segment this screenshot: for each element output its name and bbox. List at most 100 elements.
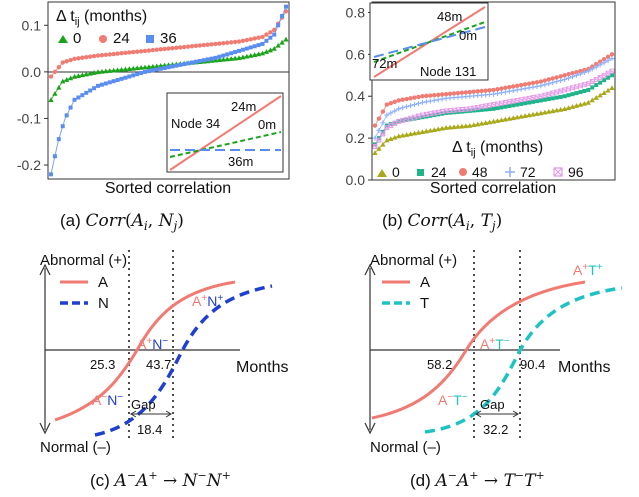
panel-c-value-2: 43.7 xyxy=(146,357,171,372)
data-point-24 xyxy=(248,37,253,42)
y-tick-label: 0.4 xyxy=(346,88,366,104)
data-point-36 xyxy=(123,75,128,80)
legend-b-marker-48 xyxy=(459,168,467,176)
panel-d-gap-arrowheads xyxy=(475,410,519,418)
data-point-96 xyxy=(605,70,611,76)
data-point-0 xyxy=(411,130,418,136)
data-point-48 xyxy=(467,89,472,95)
data-point-48 xyxy=(404,96,409,102)
data-point-96 xyxy=(392,121,398,126)
data-point-96 xyxy=(609,68,615,74)
data-point-24 xyxy=(99,52,105,58)
data-point-24 xyxy=(80,55,85,60)
data-point-72 xyxy=(593,64,599,70)
data-point-36 xyxy=(111,79,116,84)
data-point-0 xyxy=(255,51,262,57)
data-point-0 xyxy=(67,75,74,81)
panel-c-gap-arrowheads xyxy=(130,410,172,418)
data-point-48 xyxy=(562,73,567,78)
panel-b-frame xyxy=(371,1,616,181)
data-point-96 xyxy=(530,95,536,101)
panel-c-caption: (c) A−A+ → N−N+ xyxy=(90,469,231,491)
data-point-0 xyxy=(502,116,508,122)
data-point-0 xyxy=(522,113,528,118)
data-point-72 xyxy=(408,103,414,109)
data-point-0 xyxy=(435,126,441,132)
data-point-24 xyxy=(554,95,559,100)
data-point-72 xyxy=(522,86,528,92)
panel-d-mark-aptp: A+T+ xyxy=(573,262,603,278)
series-36 xyxy=(49,4,288,177)
data-point-24 xyxy=(499,105,504,110)
data-point-96 xyxy=(467,106,473,112)
data-point-24 xyxy=(68,57,73,63)
data-point-0 xyxy=(79,72,85,78)
data-point-0 xyxy=(388,136,394,142)
data-point-24 xyxy=(217,41,222,46)
data-point-0 xyxy=(87,70,93,76)
panel-c-legend-a: A xyxy=(98,274,108,291)
inset-a-line-0 xyxy=(169,131,282,158)
data-point-0 xyxy=(514,114,520,120)
data-point-36 xyxy=(49,172,53,177)
data-point-0 xyxy=(138,64,144,70)
data-point-48 xyxy=(471,89,476,94)
data-point-48 xyxy=(546,77,551,82)
data-point-0 xyxy=(392,134,398,140)
legend-b-label-96: 96 xyxy=(568,164,584,180)
inset-b-node: Node 131 xyxy=(420,64,476,79)
data-point-0 xyxy=(64,77,70,82)
data-point-48 xyxy=(400,97,405,102)
data-point-24 xyxy=(123,50,128,56)
data-point-72 xyxy=(566,75,572,81)
data-point-96 xyxy=(427,111,433,117)
data-point-96 xyxy=(581,82,587,88)
data-point-24 xyxy=(221,40,226,46)
data-point-0 xyxy=(589,97,595,103)
panel-d-gap-label: Gap xyxy=(480,397,505,412)
data-point-24 xyxy=(495,106,500,111)
legend-b-marker-0 xyxy=(377,169,387,177)
panel-b-xlabel: Sorted correlation xyxy=(430,180,556,197)
data-point-0 xyxy=(56,84,62,90)
data-point-24 xyxy=(225,40,230,45)
data-point-96 xyxy=(502,100,508,105)
data-point-72 xyxy=(597,62,603,68)
data-point-72 xyxy=(534,83,540,89)
inset-a-label-24m: 24m xyxy=(231,99,256,114)
panel-d: Abnormal (+) Normal (–) Months A T 58.2 … xyxy=(364,250,623,491)
data-point-24 xyxy=(475,108,480,113)
data-point-0 xyxy=(244,53,250,59)
data-point-0 xyxy=(479,120,485,126)
legend-marker-0 xyxy=(58,35,68,43)
data-point-36 xyxy=(131,73,136,78)
data-point-96 xyxy=(423,111,429,117)
data-point-0 xyxy=(518,113,524,119)
data-point-36 xyxy=(193,59,198,64)
data-point-0 xyxy=(232,55,238,61)
data-point-48 xyxy=(380,109,386,114)
panel-d-legend-t: T xyxy=(420,295,429,312)
data-point-48 xyxy=(455,90,461,96)
data-point-0 xyxy=(581,100,587,106)
data-point-36 xyxy=(256,43,261,48)
data-point-48 xyxy=(483,88,488,93)
data-point-24 xyxy=(507,104,512,109)
data-point-24 xyxy=(138,49,144,54)
data-point-0 xyxy=(75,73,82,78)
data-point-96 xyxy=(400,117,406,123)
panel-d-gap-value: 32.2 xyxy=(483,422,508,437)
data-point-72 xyxy=(439,96,445,102)
y-tick-label: -0.1 xyxy=(17,110,41,126)
data-point-0 xyxy=(558,106,564,112)
data-point-24 xyxy=(52,69,58,75)
panel-a-yticks: 0.1 0.0 -0.1 -0.2 xyxy=(17,17,48,173)
data-point-36 xyxy=(221,53,226,58)
panel-c-xlabel: Months xyxy=(236,359,288,376)
data-point-24 xyxy=(598,80,603,85)
data-point-48 xyxy=(396,98,401,103)
data-point-24 xyxy=(119,51,124,56)
data-point-0 xyxy=(601,90,607,95)
data-point-0 xyxy=(471,122,477,128)
panel-b-legend: Δ tij (months) 0 24 48 72 96 xyxy=(377,139,584,180)
